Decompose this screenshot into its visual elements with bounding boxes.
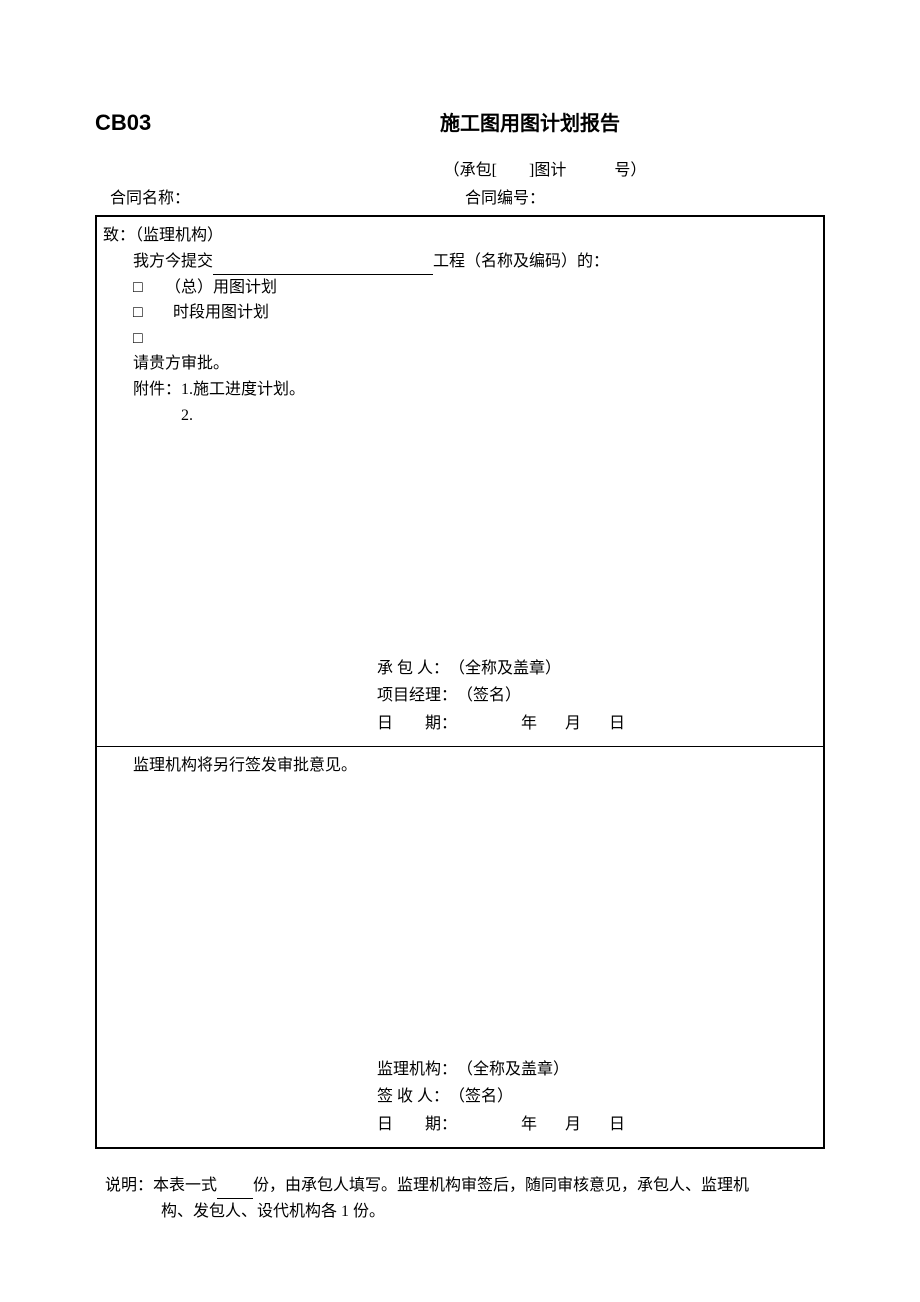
contractor-label: 承 包 人： <box>377 656 449 682</box>
supervisor-opening: 监理机构将另行签发审批意见。 <box>103 753 817 779</box>
attachment-2: 2. <box>103 403 817 429</box>
review-request: 请贵方审批。 <box>103 351 817 377</box>
date-label-bottom: 日 期： <box>377 1112 457 1138</box>
contract-no-label: 合同编号： <box>460 186 810 212</box>
submit-line: 我方今提交 工程（名称及编码）的： <box>103 249 817 275</box>
header-row: CB03 施工图用图计划报告 <box>95 105 825 140</box>
org-hint: （全称及盖章） <box>457 1057 569 1083</box>
checkbox-row-1: □ （总）用图计划 <box>103 275 817 301</box>
addressee-line: 致：（监理机构） <box>103 223 817 249</box>
pm-line: 项目经理：（签名） <box>377 683 823 709</box>
signer-label: 签 收 人： <box>377 1084 449 1110</box>
date-units-bottom: 年月日 <box>457 1112 639 1138</box>
signer-hint: （签名） <box>449 1084 513 1110</box>
org-label: 监理机构： <box>377 1057 457 1083</box>
project-name-blank[interactable] <box>213 257 433 275</box>
attachment-label: 附件： <box>133 381 181 398</box>
checkbox-label-2: 时段用图计划 <box>173 304 269 321</box>
sub-reference: （承包[ ]图计 号） <box>95 158 825 184</box>
contractor-name-line: 承 包 人：（全称及盖章） <box>377 656 823 682</box>
submit-prefix: 我方今提交 <box>133 253 213 270</box>
to-label: 致： <box>103 227 135 244</box>
date-label-top: 日 期： <box>377 711 457 737</box>
notes-section: 说明：本表一式 份，由承包人填写。监理机构审签后，随同审核意见，承包人、监理机 构… <box>95 1149 825 1224</box>
notes-part1: 本表一式 <box>153 1177 217 1194</box>
org-line: 监理机构：（全称及盖章） <box>377 1057 823 1083</box>
pm-label: 项目经理： <box>377 683 457 709</box>
notes-line-2: 构、发包人、设代机构各 1 份。 <box>105 1199 815 1225</box>
supervisor-signature-block: 监理机构：（全称及盖章） 签 收 人：（签名） 日 期： 年月日 <box>97 1057 823 1140</box>
notes-line-1: 说明：本表一式 份，由承包人填写。监理机构审签后，随同审核意见，承包人、监理机 <box>105 1173 815 1199</box>
contractor-section: 致：（监理机构） 我方今提交 工程（名称及编码）的： □ （总）用图计划 □ 时段… <box>97 217 823 747</box>
checkbox-label-1: （总）用图计划 <box>173 279 277 296</box>
checkbox-icon[interactable]: □ <box>133 300 157 326</box>
checkbox-row-2: □ 时段用图计划 <box>103 300 817 326</box>
attachments-line: 附件：1.施工进度计划。 <box>103 377 817 403</box>
attachment-1: 1.施工进度计划。 <box>181 381 305 398</box>
year-unit: 年 <box>507 715 551 732</box>
date-line-bottom: 日 期： 年月日 <box>377 1112 823 1138</box>
notes-label: 说明： <box>105 1177 153 1194</box>
day-unit: 日 <box>595 1116 639 1133</box>
copies-blank[interactable] <box>217 1181 253 1199</box>
notes-part2: 份，由承包人填写。监理机构审签后，随同审核意见，承包人、监理机 <box>253 1177 749 1194</box>
page-container: CB03 施工图用图计划报告 （承包[ ]图计 号） 合同名称： 合同编号： 致… <box>0 0 920 1275</box>
contractor-hint: （全称及盖章） <box>449 656 561 682</box>
date-units-top: 年月日 <box>457 711 639 737</box>
pm-hint: （签名） <box>457 683 521 709</box>
checkbox-row-3: □ <box>103 326 817 352</box>
checkbox-icon[interactable]: □ <box>133 275 157 301</box>
contract-row: 合同名称： 合同编号： <box>95 186 825 216</box>
date-line-top: 日 期： 年月日 <box>377 711 823 737</box>
to-value: （监理机构） <box>135 227 223 244</box>
submit-suffix: 工程（名称及编码）的： <box>433 253 609 270</box>
year-unit: 年 <box>507 1116 551 1133</box>
month-unit: 月 <box>551 715 595 732</box>
checkbox-icon[interactable]: □ <box>133 326 157 352</box>
page-title: 施工图用图计划报告 <box>235 108 825 140</box>
day-unit: 日 <box>595 715 639 732</box>
signer-line: 签 收 人：（签名） <box>377 1084 823 1110</box>
contractor-signature-block: 承 包 人：（全称及盖章） 项目经理：（签名） 日 期： 年月日 <box>97 656 823 739</box>
supervisor-section: 监理机构将另行签发审批意见。 监理机构：（全称及盖章） 签 收 人：（签名） 日… <box>97 747 823 1147</box>
form-table: 致：（监理机构） 我方今提交 工程（名称及编码）的： □ （总）用图计划 □ 时段… <box>95 215 825 1149</box>
contract-name-label: 合同名称： <box>110 186 460 212</box>
month-unit: 月 <box>551 1116 595 1133</box>
